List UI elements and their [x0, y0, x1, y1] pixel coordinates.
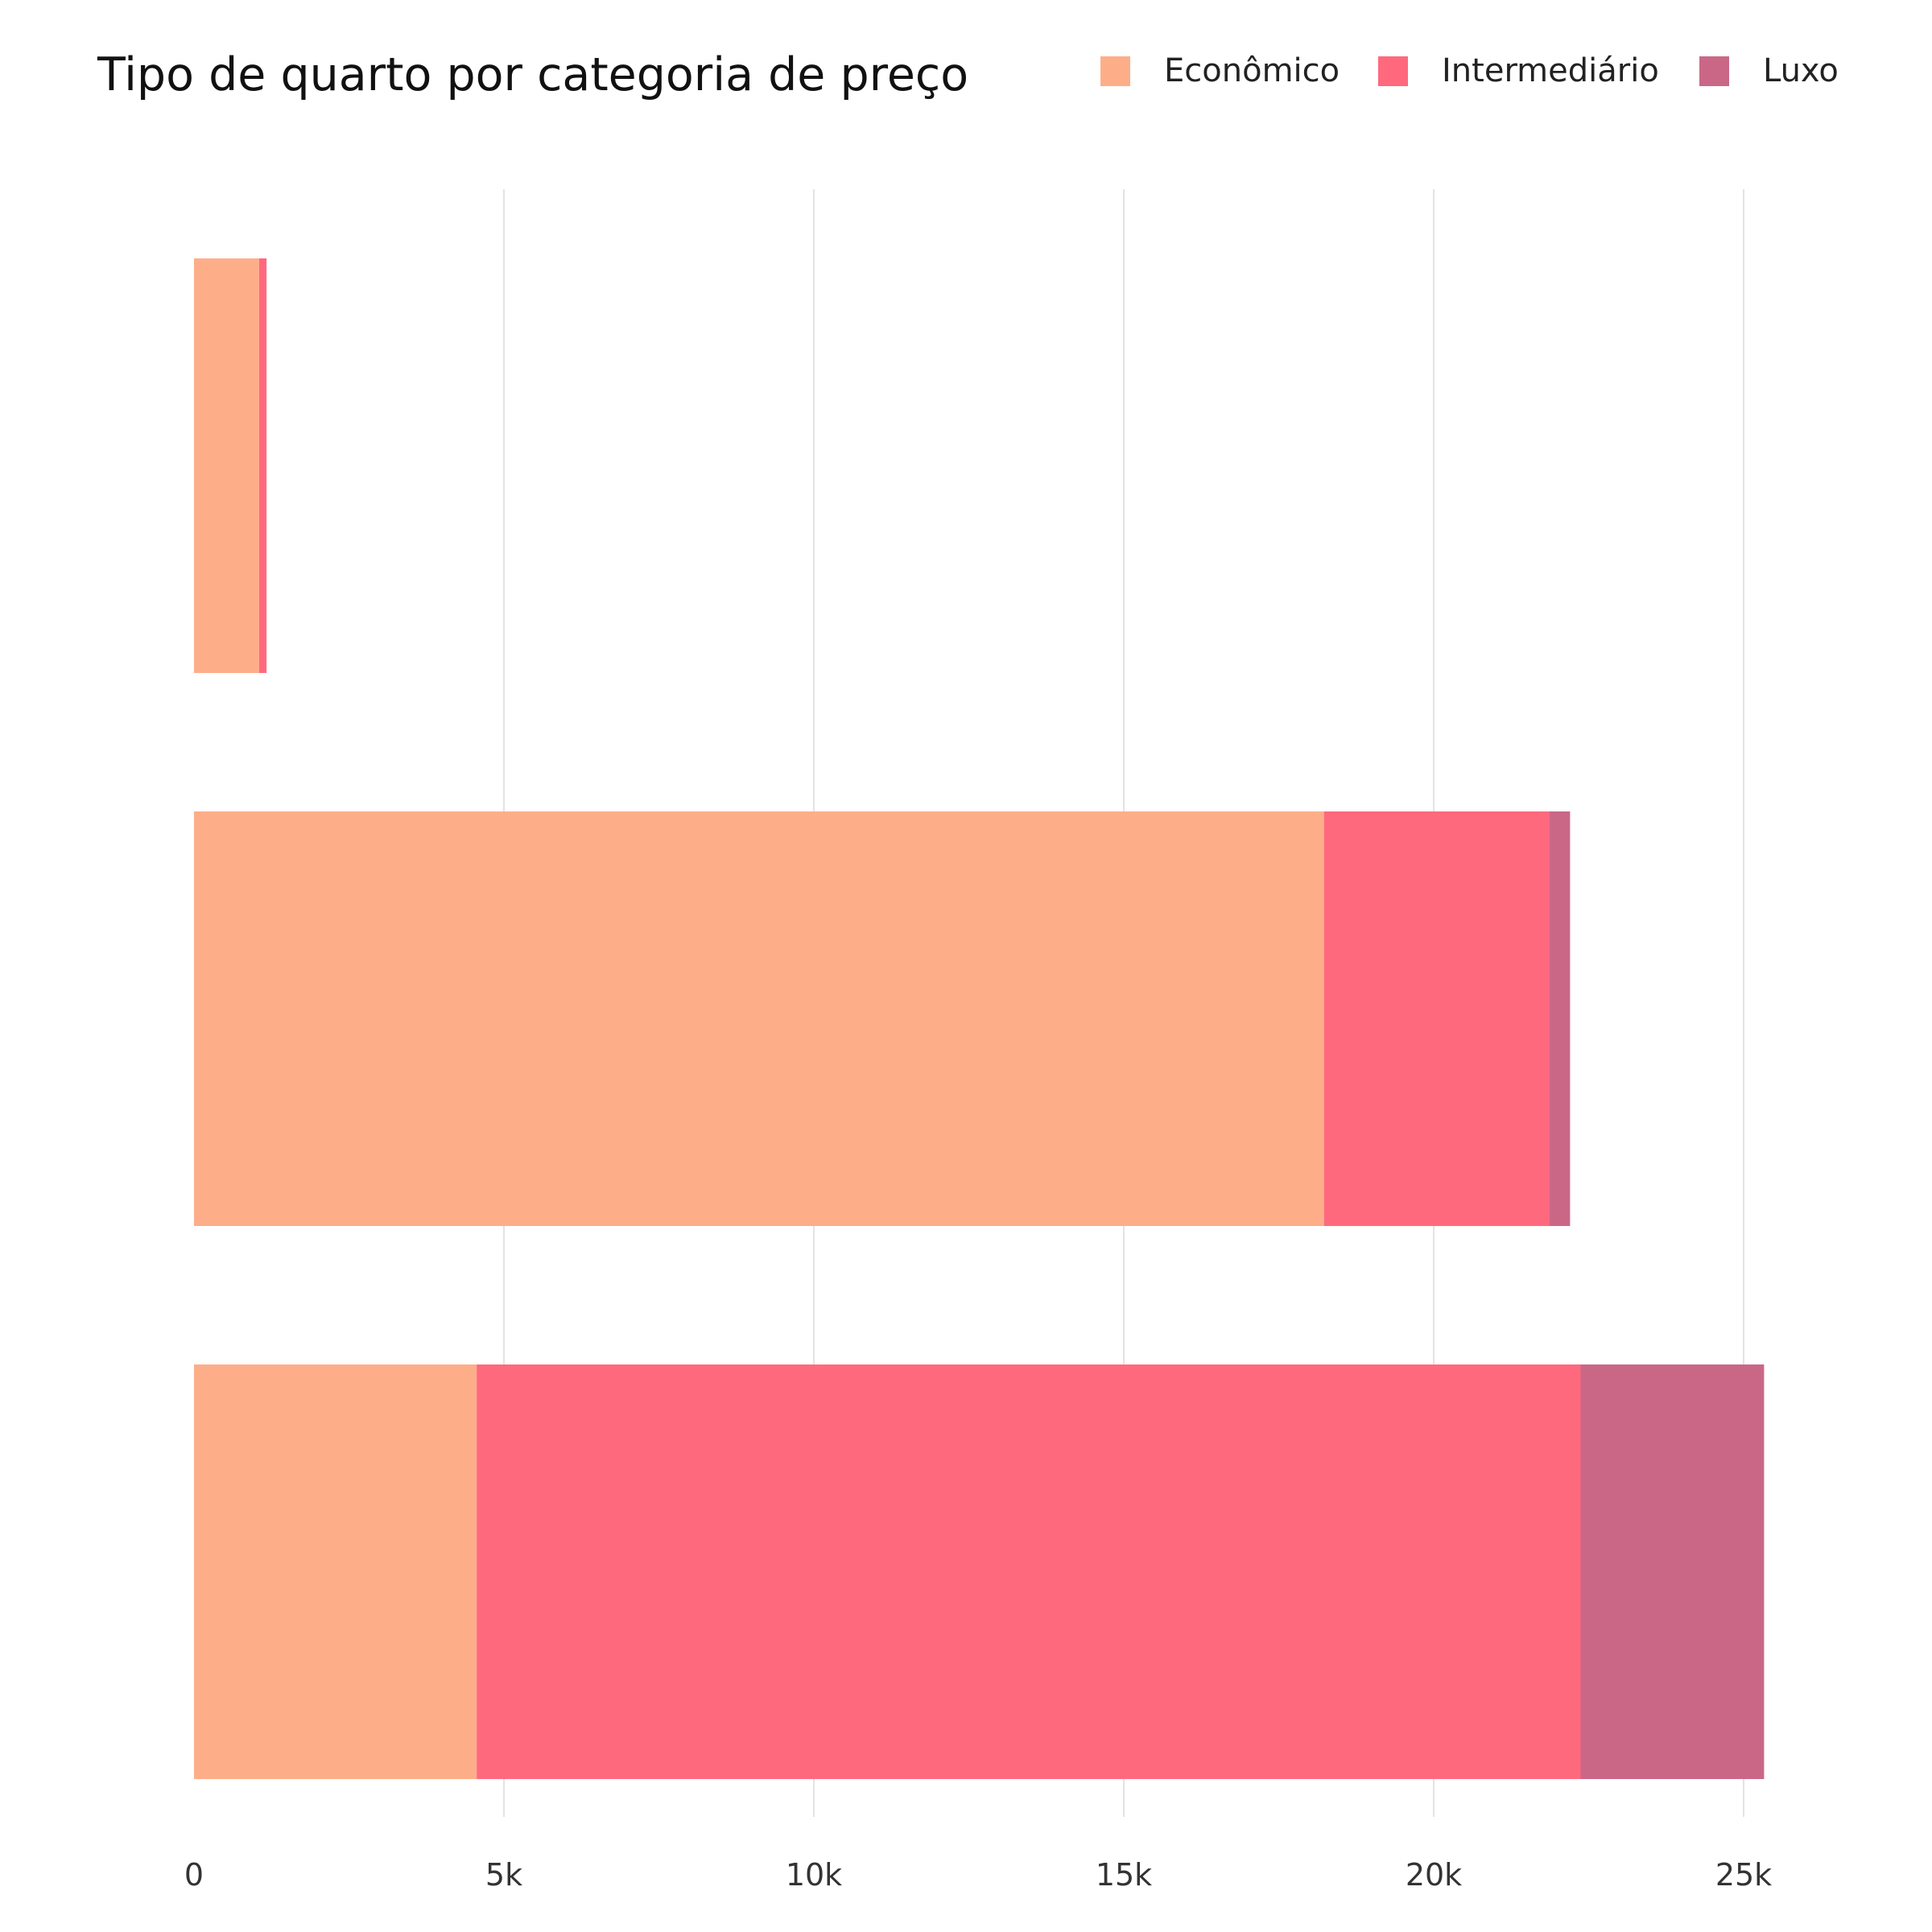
bar-row1-series0	[194, 811, 1324, 1226]
legend-item-luxo: Luxo	[1699, 50, 1839, 92]
x-tick-label-2: 10k	[786, 1857, 842, 1893]
legend-swatch-economico	[1100, 56, 1130, 86]
x-tick-label-0: 0	[184, 1857, 204, 1893]
legend-swatch-luxo	[1699, 56, 1729, 86]
x-tick-label-3: 15k	[1096, 1857, 1152, 1893]
legend-label-luxo: Luxo	[1763, 52, 1839, 89]
bar-row2-series0	[194, 1364, 477, 1779]
bar-row1-series2	[1549, 811, 1571, 1226]
bar-row0-series0	[194, 258, 259, 673]
legend-swatch-intermediario	[1378, 56, 1408, 86]
x-tick-label-4: 20k	[1406, 1857, 1462, 1893]
chart-title: Tipo de quarto por categoria de preço	[97, 48, 969, 101]
x-tick-label-5: 25k	[1715, 1857, 1772, 1893]
bar-row1-series1	[1323, 811, 1550, 1226]
bar-row2-series2	[1580, 1364, 1765, 1779]
legend-item-economico: Econômico	[1100, 50, 1340, 92]
bar-row2-series1	[477, 1364, 1581, 1779]
legend-label-economico: Econômico	[1164, 52, 1340, 89]
legend-label-intermediario: Intermediário	[1442, 52, 1659, 89]
bar-row0-series1	[258, 258, 267, 673]
legend-item-intermediario: Intermediário	[1378, 50, 1659, 92]
x-tick-label-1: 5k	[485, 1857, 522, 1893]
legend: Econômico Intermediário Luxo	[0, 50, 1932, 92]
x-axis-ticks: 0 5k 10k 15k 20k 25k	[184, 1857, 1772, 1893]
bars	[194, 258, 1765, 1779]
